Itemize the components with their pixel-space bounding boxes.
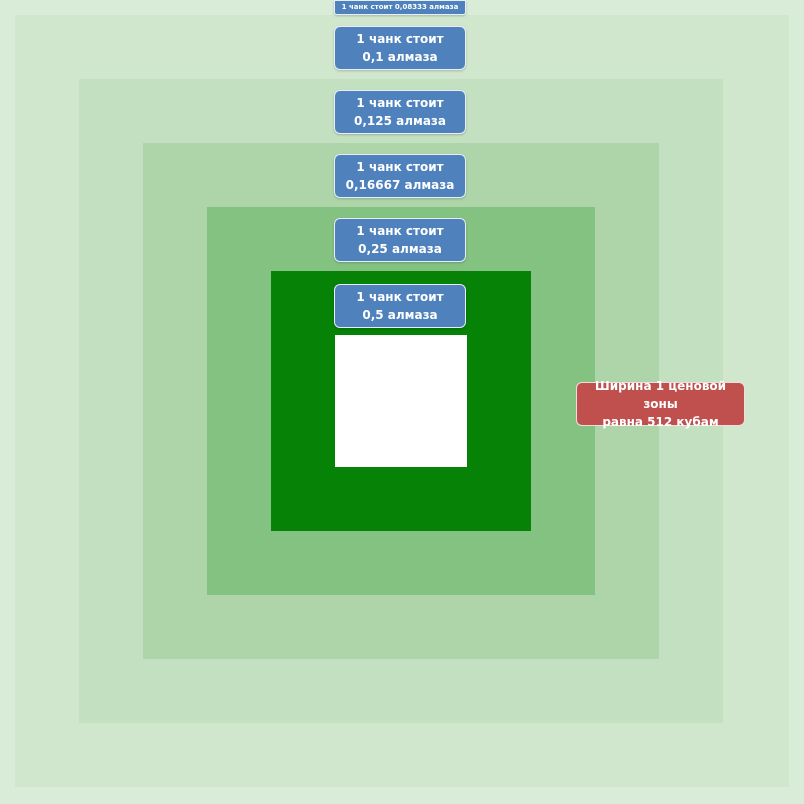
zone-width-note: Ширина 1 ценовой зоны равна 512 кубам xyxy=(576,379,745,429)
note-line1: Ширина 1 ценовой зоны xyxy=(594,379,727,411)
price-label-line1: 1 чанк стоит xyxy=(356,290,444,304)
price-label-line1: 1 чанк стоит xyxy=(356,32,444,46)
price-label-line2: 0,25 алмаза xyxy=(358,242,442,256)
price-label-line2: 0,16667 алмаза xyxy=(345,178,455,192)
center-zone xyxy=(335,335,467,467)
price-label-line2: 0,5 алмаза xyxy=(362,308,438,322)
price-label-zone-6: 1 чанк стоит 0,1 алмаза xyxy=(334,26,466,70)
price-label-zone-3: 1 чанк стоит 0,25 алмаза xyxy=(334,218,466,262)
price-label-line2: 0,125 алмаза xyxy=(354,114,446,128)
price-label-zone-5: 1 чанк стоит 0,125 алмаза xyxy=(334,90,466,134)
price-label-line1: 1 чанк стоит xyxy=(356,96,444,110)
price-label-zone-2: 1 чанк стоит 0,5 алмаза xyxy=(334,284,466,328)
price-label-line1: 1 чанк стоит xyxy=(356,224,444,238)
note-line2: равна 512 кубам xyxy=(602,415,719,429)
price-label-zone-4: 1 чанк стоит 0,16667 алмаза xyxy=(334,154,466,198)
price-label-line1: 1 чанк стоит xyxy=(356,160,444,174)
price-label-text: 1 чанк стоит 0,08333 алмаза xyxy=(341,3,459,11)
price-label-zone-7: 1 чанк стоит 0,08333 алмаза xyxy=(334,0,466,15)
price-label-line2: 0,1 алмаза xyxy=(362,50,438,64)
